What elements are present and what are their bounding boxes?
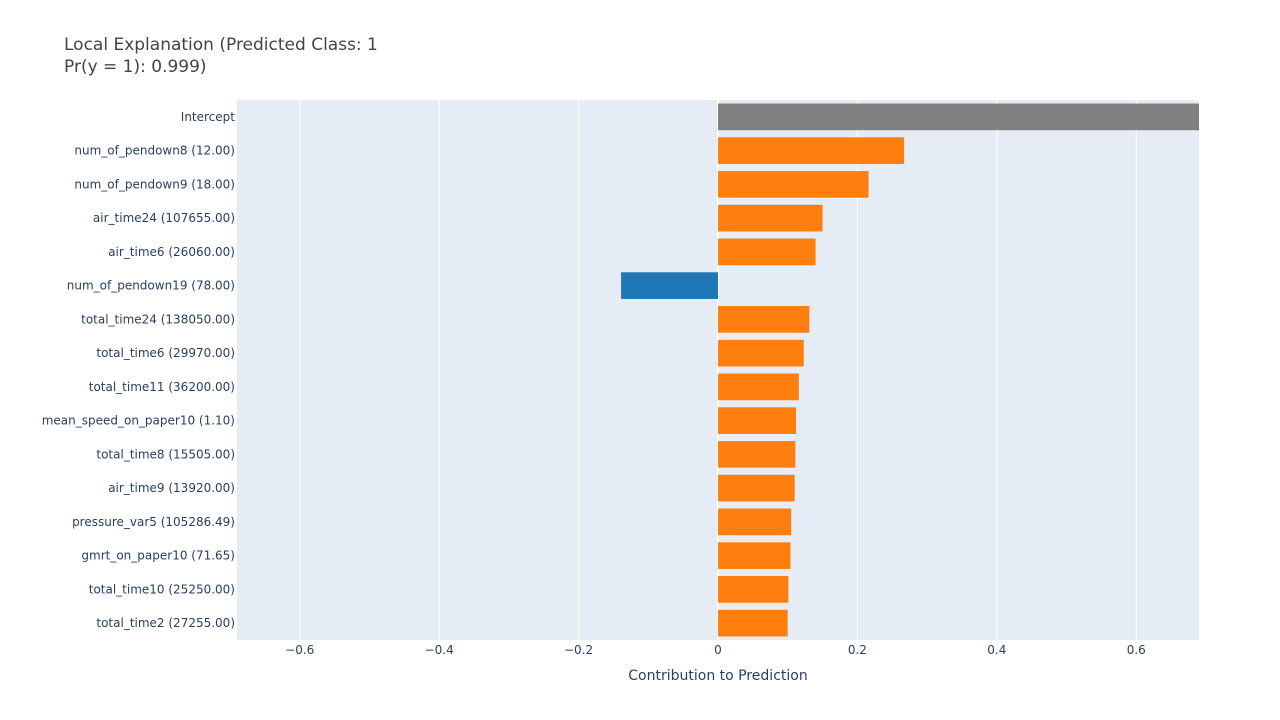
x-tick-label: 0 [714,643,722,657]
y-tick-label: total_time8 (15505.00) [96,447,235,461]
x-tick-label: 0.4 [987,643,1006,657]
x-tick-label: 0.6 [1127,643,1146,657]
bar[interactable] [718,339,804,367]
bar[interactable] [718,204,823,232]
y-tick-label: air_time9 (13920.00) [108,481,235,495]
x-tick-labels: −0.6 −0.4 −0.2 0 0.2 0.4 0.6 [285,643,1146,657]
y-tick-label: air_time24 (107655.00) [93,211,235,225]
bar[interactable] [718,474,795,502]
y-tick-label: Intercept [181,110,236,124]
x-tick-label: −0.4 [425,643,454,657]
y-tick-label: total_time24 (138050.00) [81,312,235,326]
y-tick-label: mean_speed_on_paper10 (1.10) [42,414,235,428]
bar[interactable] [718,441,796,468]
bar[interactable] [718,103,1199,131]
chart-title-line-1: Local Explanation (Predicted Class: 1 [64,35,378,55]
bar[interactable] [718,576,789,603]
bar[interactable] [718,137,905,164]
y-tick-labels: Intercept num_of_pendown8 (12.00) num_of_p… [42,110,236,630]
bar[interactable] [621,272,718,299]
y-tick-label: total_time6 (29970.00) [96,346,235,360]
bar[interactable] [718,542,791,569]
y-tick-label: total_time11 (36200.00) [89,380,235,394]
bar[interactable] [718,609,788,637]
y-tick-label: gmrt_on_paper10 (71.65) [81,549,235,563]
bars [621,103,1199,637]
bar[interactable] [718,407,797,434]
chart-title-line-2: Pr(y = 1): 0.999) [64,57,207,77]
bar[interactable] [718,238,816,266]
bar[interactable] [718,171,869,198]
y-tick-label: num_of_pendown19 (78.00) [67,279,235,293]
chart-title: Local Explanation (Predicted Class: 1 Pr… [64,34,378,78]
y-tick-label: total_time2 (27255.00) [96,616,235,630]
bar[interactable] [718,508,792,536]
x-tick-label: −0.2 [564,643,593,657]
y-tick-label: pressure_var5 (105286.49) [72,515,235,529]
y-tick-label: total_time10 (25250.00) [89,582,235,596]
x-axis-label: Contribution to Prediction [628,668,807,684]
x-tick-label: −0.6 [285,643,314,657]
bar[interactable] [718,306,810,333]
bar[interactable] [718,373,799,401]
y-tick-label: num_of_pendown8 (12.00) [74,144,235,158]
x-tick-label: 0.2 [848,643,867,657]
y-tick-label: num_of_pendown9 (18.00) [74,177,235,191]
y-tick-label: air_time6 (26060.00) [108,245,235,259]
